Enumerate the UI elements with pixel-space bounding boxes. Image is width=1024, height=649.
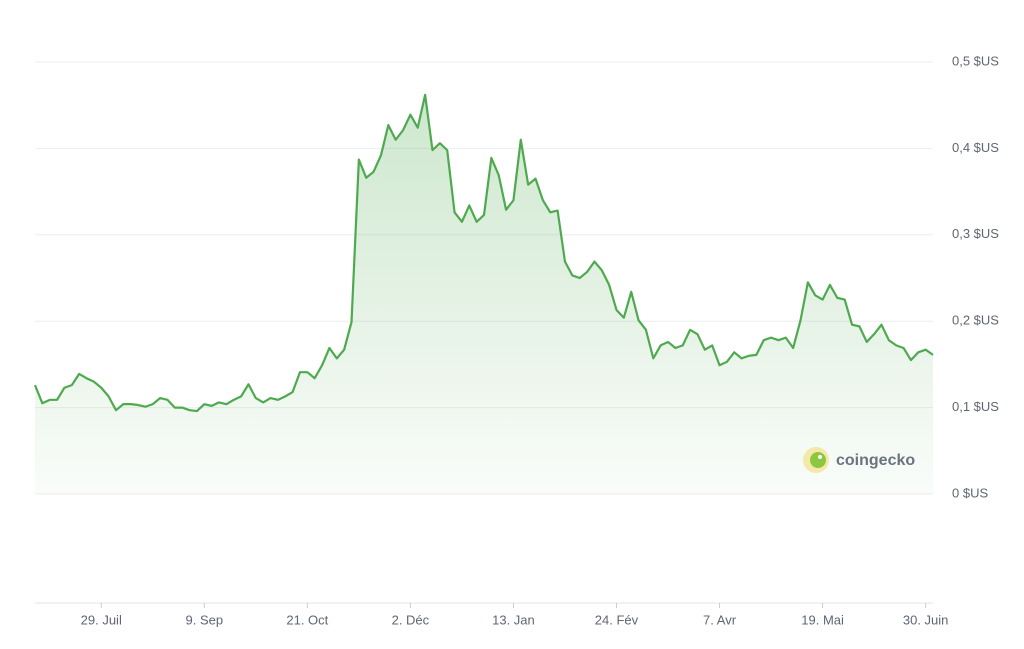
x-tick-label: 9. Sep	[185, 612, 223, 627]
x-tick-label: 24. Fév	[595, 612, 639, 627]
x-tick-label: 30. Juin	[903, 612, 949, 627]
y-tick-label: 0 $US	[952, 485, 988, 500]
watermark-text: coingecko	[836, 452, 915, 469]
x-tick-label: 21. Oct	[286, 612, 328, 627]
x-tick-label: 13. Jan	[492, 612, 535, 627]
x-tick-label: 29. Juil	[81, 612, 122, 627]
y-tick-label: 0,1 $US	[952, 399, 999, 414]
y-tick-label: 0,3 $US	[952, 226, 999, 241]
y-tick-label: 0,2 $US	[952, 313, 999, 328]
watermark: coingecko	[803, 447, 915, 473]
x-tick-label: 7. Avr	[703, 612, 737, 627]
x-tick-label: 2. Déc	[392, 612, 430, 627]
x-tick-label: 19. Mai	[801, 612, 844, 627]
price-area	[35, 94, 933, 494]
logo-inner	[810, 452, 826, 468]
logo-eye	[818, 455, 822, 459]
y-tick-label: 0,5 $US	[952, 53, 999, 68]
y-tick-label: 0,4 $US	[952, 140, 999, 155]
price-line	[33, 93, 934, 413]
